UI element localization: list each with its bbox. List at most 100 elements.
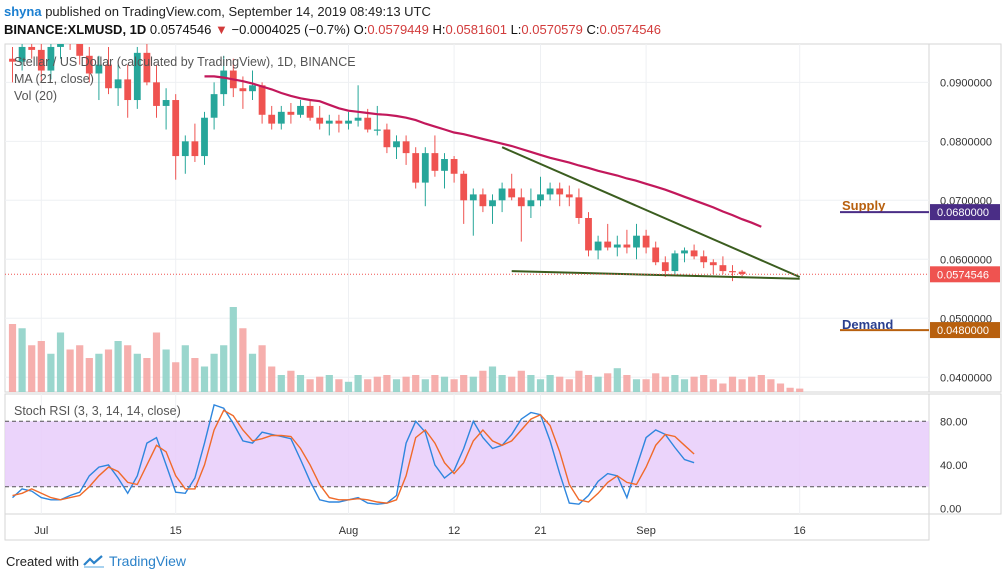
rsi-axis[interactable] — [928, 393, 1002, 515]
volume-bar — [776, 383, 785, 392]
candle-body — [9, 58, 16, 62]
candle-body — [67, 38, 74, 44]
candle-body — [681, 250, 688, 254]
candle-body — [604, 241, 612, 248]
volume-bar — [373, 376, 381, 392]
volume-bar — [748, 376, 756, 392]
candle-body — [105, 64, 112, 89]
candle-body — [373, 129, 381, 131]
volume-bar — [47, 353, 55, 392]
candle-body — [517, 197, 525, 207]
published-text: published on TradingView.com, September … — [45, 4, 431, 19]
volume-bar — [162, 349, 170, 392]
candle-body — [220, 70, 228, 95]
volume-bar — [680, 379, 689, 392]
candle-body — [306, 105, 314, 118]
candle-body — [277, 111, 285, 124]
volume-bar — [316, 376, 324, 392]
candle-body — [268, 114, 276, 124]
volume-bar — [460, 375, 468, 392]
price-change: −0.0004025 (−0.7%) — [231, 22, 351, 37]
author-name[interactable]: shyna — [4, 4, 42, 19]
candle-body — [249, 85, 256, 92]
tradingview-brand[interactable]: TradingView — [108, 553, 187, 569]
supply-label: Supply — [842, 198, 886, 213]
low-value: 0.0570579 — [521, 22, 583, 37]
volume-bar — [325, 375, 333, 392]
candle-body — [738, 271, 746, 275]
last-price: 0.0574546 — [149, 22, 212, 37]
candle-body — [325, 120, 333, 124]
candle-body — [709, 262, 717, 266]
legend-title: Stellar / US Dollar (calculated by Tradi… — [14, 55, 356, 69]
candle-body — [239, 88, 247, 92]
volume-bar — [661, 376, 669, 392]
price-axis-label-bg — [930, 322, 1000, 339]
candle-body — [431, 153, 439, 171]
time-tick-label: 16 — [794, 525, 806, 537]
volume-bar — [229, 307, 237, 392]
volume-bar — [700, 375, 708, 392]
price-tick-label: 0.0800000 — [940, 136, 992, 148]
candle-body — [124, 79, 132, 101]
candle-body — [297, 105, 304, 115]
volume-bar — [268, 366, 276, 392]
volume-bar — [392, 379, 401, 392]
price-axis-label: 0.0480000 — [937, 325, 989, 337]
price-pane[interactable] — [4, 43, 930, 393]
volume-bar — [306, 379, 314, 392]
time-tick-label: 21 — [534, 525, 546, 537]
volume-bar — [172, 362, 180, 392]
volume-bar — [738, 379, 746, 392]
candle-body — [460, 173, 468, 201]
candle-body — [345, 120, 352, 124]
volume-bar — [258, 345, 266, 392]
volume-bar — [28, 345, 36, 392]
volume-bar — [604, 373, 612, 392]
volume-bar — [18, 328, 26, 392]
volume-bar — [277, 375, 285, 392]
volume-bar — [181, 345, 189, 392]
trendline — [511, 270, 800, 280]
candle-body — [364, 117, 372, 130]
volume-bar — [613, 368, 621, 392]
volume-bar — [431, 375, 439, 392]
candle-body — [37, 49, 45, 71]
candle-body — [393, 141, 400, 148]
close-label: C: — [586, 22, 600, 37]
volume-bar — [152, 332, 161, 392]
time-tick-label: Aug — [339, 525, 359, 537]
volume-bar — [383, 375, 391, 392]
volume-bar — [296, 375, 305, 392]
volume-bar — [287, 370, 295, 392]
candle-body — [402, 141, 410, 154]
candle-body — [47, 46, 55, 71]
volume-bar — [517, 370, 525, 392]
volume-bar — [719, 383, 727, 392]
volume-bar — [364, 379, 372, 392]
volume-bar — [642, 379, 650, 392]
volume-bar — [440, 376, 449, 392]
volume-bar — [786, 387, 794, 392]
time-axis[interactable] — [4, 513, 930, 541]
candle-body — [28, 46, 36, 50]
price-tick-label: 0.0900000 — [940, 77, 992, 89]
volume-bar — [623, 375, 631, 392]
volume-bar — [191, 358, 199, 392]
volume-bar — [767, 379, 775, 392]
candle-body — [642, 235, 650, 248]
created-with-text: Created with — [6, 553, 79, 569]
candle-body — [421, 153, 429, 183]
candle-body — [700, 256, 708, 263]
candle-body — [498, 188, 506, 201]
low-label: L: — [510, 22, 522, 37]
rsi-d-line — [12, 409, 695, 504]
volume-bar — [632, 379, 641, 392]
volume-bar — [344, 381, 353, 392]
candle-body — [575, 197, 583, 218]
open-label: O: — [353, 22, 368, 37]
volume-bar — [76, 345, 84, 392]
candle-body — [633, 235, 640, 248]
candle-body — [729, 271, 736, 273]
